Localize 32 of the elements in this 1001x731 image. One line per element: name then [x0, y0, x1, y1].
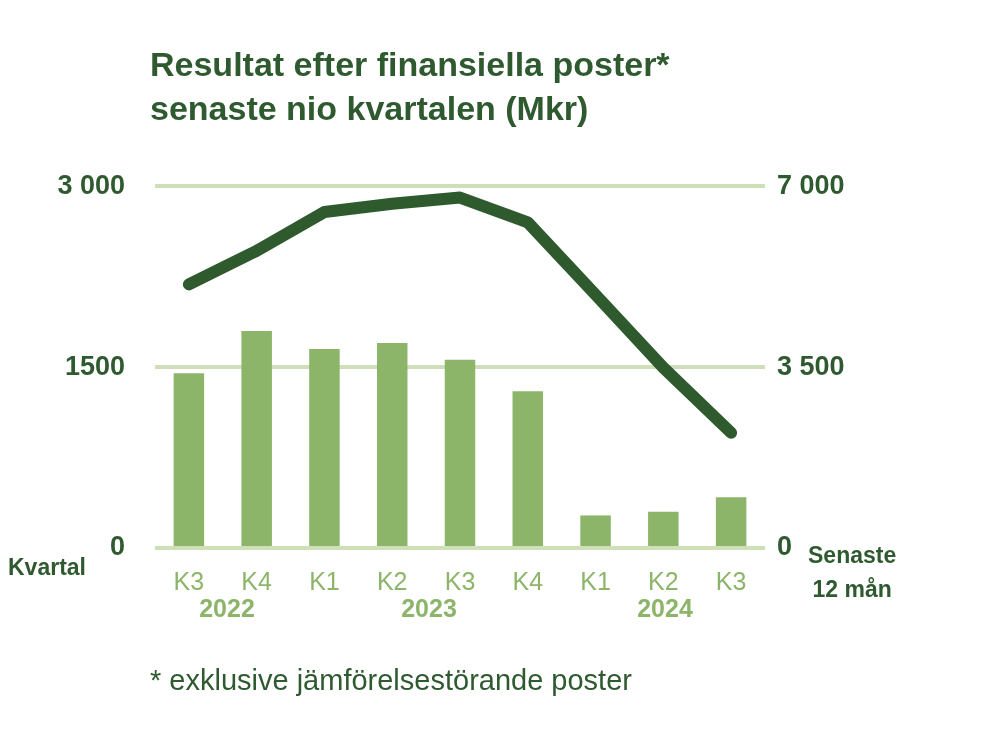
- y2-tick-label: 3 500: [777, 350, 845, 381]
- bar: [173, 373, 205, 546]
- bar: [309, 349, 340, 546]
- bar: [715, 497, 747, 546]
- bar: [376, 342, 408, 546]
- x-tick-label: K2: [648, 566, 679, 595]
- y-tick-label: 0: [109, 531, 125, 562]
- text: 2023: [401, 594, 457, 623]
- chart-subtitle: senaste nio kvartalen (Mkr): [150, 88, 590, 129]
- text: * exklusive jämförelsestörande poster: [150, 664, 632, 697]
- x-tick-label: K1: [309, 566, 340, 595]
- bar: [580, 515, 611, 546]
- text: 2022: [199, 594, 255, 623]
- x-tick-label: K4: [512, 566, 544, 595]
- bar: [648, 511, 679, 546]
- x-axis-title: Kvartal: [8, 553, 86, 582]
- y-tick-label: 1500: [64, 350, 125, 381]
- y-tick-label: 3 000: [57, 169, 125, 200]
- y2-tick-label: 7 000: [777, 169, 845, 200]
- chart-title: Resultat efter finansiella poster*: [150, 44, 670, 85]
- bar: [444, 359, 476, 546]
- y2-tick-label: 0: [777, 531, 793, 562]
- x-tick-label: K1: [580, 566, 611, 595]
- x-tick-label: K4: [241, 566, 273, 595]
- bar: [241, 330, 272, 546]
- x-tick-label: K3: [715, 566, 747, 595]
- x-tick-label: K2: [376, 566, 408, 595]
- x-tick-label: K3: [444, 566, 476, 595]
- y2-axis-title: Senaste 12 mån: [808, 541, 897, 604]
- text: 2024: [637, 594, 693, 623]
- x-tick-label: K3: [173, 566, 205, 595]
- bar: [512, 391, 544, 546]
